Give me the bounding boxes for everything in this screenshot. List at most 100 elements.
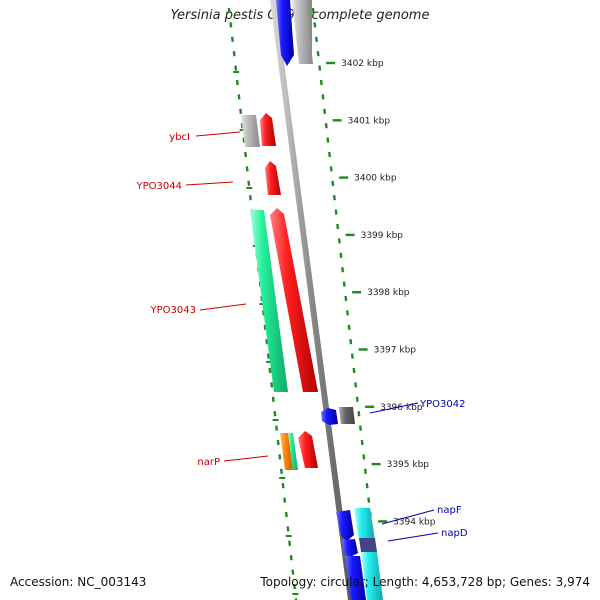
boundary-dot	[362, 454, 366, 460]
forward-strand-features	[276, 0, 383, 600]
boundary-dot	[275, 425, 279, 431]
boundary-dot	[365, 483, 369, 489]
gene-label: narP	[197, 457, 220, 468]
gene-label: YPO3044	[136, 181, 182, 192]
gene-YPO3044	[265, 161, 281, 195]
boundary-dot	[314, 36, 318, 42]
boundary-dot	[342, 281, 346, 287]
boundary-dot	[318, 65, 322, 71]
gene-label: napF	[437, 505, 462, 516]
boundary-dot	[271, 396, 275, 402]
boundary-dot	[289, 555, 293, 561]
scale-tick-label: 3400 kbp	[354, 174, 397, 184]
label-leader-line	[199, 303, 247, 311]
gene-narP-red	[298, 431, 318, 468]
scale-tick-label: 3398 kbp	[367, 288, 410, 298]
gene-gray-top	[241, 115, 260, 147]
gene-label: napD	[441, 528, 468, 539]
label-leader-line	[381, 509, 435, 525]
boundary-dot	[244, 151, 248, 158]
boundary-dot	[291, 569, 295, 575]
boundary-dot	[284, 511, 288, 518]
label-leader-line	[195, 131, 241, 137]
boundary-dot	[229, 22, 233, 28]
boundary-dot	[339, 252, 343, 258]
label-leader-line	[387, 532, 439, 542]
gene-narP-orange	[280, 433, 293, 470]
boundary-dot	[349, 339, 353, 345]
gene-label: YPO3042	[419, 399, 465, 410]
boundary-dot	[324, 123, 328, 129]
boundary-dot	[278, 454, 282, 460]
gene-YPO3043-green	[250, 210, 288, 392]
topology-text: Topology: circular; Length: 4,653,728 bp…	[260, 575, 590, 589]
gene-cyan-napF	[354, 508, 375, 540]
boundary-dot	[294, 598, 298, 600]
scale-tick-label: 3401 kbp	[348, 116, 391, 126]
boundary-dot	[328, 151, 332, 158]
boundary-dot	[270, 382, 274, 388]
boundary-dot	[266, 353, 270, 359]
boundary-dot	[265, 339, 269, 345]
boundary-dot	[334, 209, 338, 215]
boundary-dot	[352, 367, 356, 374]
label-leader-line	[369, 402, 419, 414]
boundary-dot	[248, 195, 252, 201]
boundary-dot	[283, 497, 287, 503]
label-leader-line	[185, 181, 234, 186]
scale-tick-label: 3402 kbp	[341, 59, 384, 69]
boundary-dot	[344, 295, 348, 302]
scale-tick-label: 3397 kbp	[374, 346, 417, 356]
boundary-dot	[316, 51, 320, 57]
boundary-dot	[363, 468, 367, 474]
gene-labels-right: YPO3042 napF napD	[369, 399, 468, 542]
boundary-dot	[337, 238, 341, 244]
boundary-dot	[235, 79, 239, 86]
boundary-dot	[321, 94, 325, 100]
boundary-dot	[273, 411, 277, 417]
gene-labels-left: ybcI YPO3044 YPO3043 narP	[136, 131, 269, 468]
boundary-dot	[263, 324, 267, 330]
boundary-dot	[245, 166, 249, 172]
boundary-dot	[286, 526, 290, 532]
scale-ticks: 3402 kbp 3401 kbp 3400 kbp 3399 kbp 3398 kbp…	[326, 59, 436, 527]
boundary-dot	[331, 180, 335, 186]
boundary-dot	[350, 353, 354, 359]
boundary-dot	[234, 65, 238, 71]
gene-napF-blue	[336, 510, 354, 541]
gene-napD-blue	[342, 539, 358, 557]
boundary-dot	[281, 483, 285, 489]
gene-YPO3043-red	[270, 208, 318, 392]
boundary-dot	[332, 195, 336, 201]
boundary-dot	[341, 267, 345, 273]
boundary-dot	[292, 583, 296, 590]
gene-label: ybcI	[169, 132, 190, 143]
gene-ybcI	[260, 113, 276, 146]
gene-blue-top	[276, 0, 294, 66]
accession-text: Accession: NC_003143	[10, 575, 147, 589]
boundary-dot	[323, 108, 327, 114]
genome-backbone	[270, 0, 354, 600]
boundary-dot	[357, 411, 361, 417]
boundary-dot	[345, 310, 349, 316]
scale-tick-label: 3399 kbp	[361, 231, 404, 241]
boundary-dot	[367, 497, 371, 503]
boundary-dot	[326, 137, 330, 143]
boundary-dot	[232, 51, 236, 57]
scale-tick-label: 3396 kbp	[380, 403, 423, 413]
boundary-dot	[247, 180, 251, 186]
boundary-dot	[329, 166, 333, 172]
boundary-dot	[240, 123, 244, 129]
boundary-dot	[261, 310, 265, 316]
boundary-dot	[336, 223, 340, 230]
gene-blue-bottom	[345, 556, 366, 600]
boundary-dot	[227, 7, 231, 14]
gene-cyan-bottom	[361, 552, 383, 600]
boundary-dot	[313, 22, 317, 28]
boundary-dot	[279, 468, 283, 474]
boundary-dot	[288, 540, 292, 546]
boundary-dot	[276, 439, 280, 446]
gene-YPO3042-dark	[339, 407, 355, 424]
boundary-dot	[239, 108, 243, 114]
